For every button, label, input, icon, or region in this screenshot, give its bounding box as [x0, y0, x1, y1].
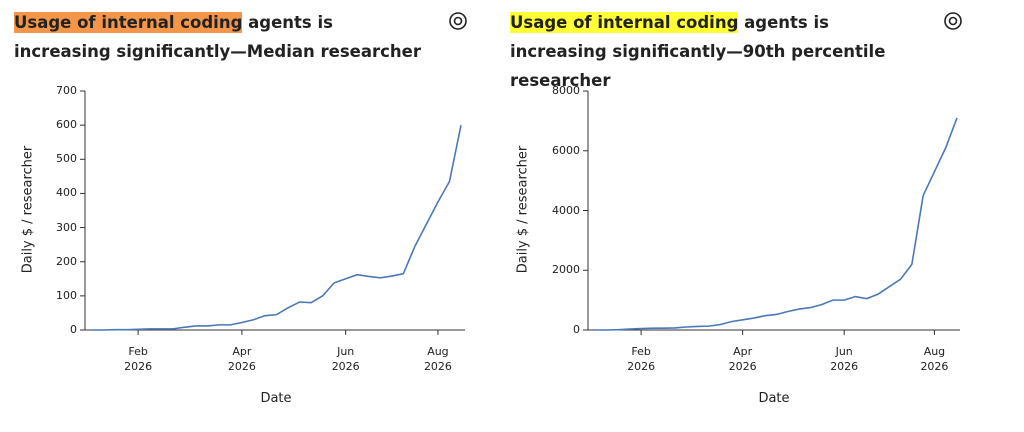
- x-tick-label: Aug 2026: [423, 345, 452, 373]
- y-tick-label: 600: [56, 118, 77, 132]
- y-tick-label: 500: [56, 152, 77, 166]
- data-line: [596, 117, 958, 331]
- y-tick-label: 6000: [552, 143, 580, 157]
- x-axis-label: Date: [260, 391, 292, 406]
- y-tick-label: 100: [56, 288, 77, 302]
- x-tick-label: Apr 2026: [728, 345, 757, 373]
- title-highlight: Usage of internal coding: [510, 12, 739, 33]
- title-highlight: Usage of internal coding: [14, 12, 243, 33]
- y-tick-label: 4000: [552, 203, 580, 217]
- logo: [449, 12, 467, 30]
- x-tick-label: Aug 2026: [920, 345, 949, 373]
- title-text: agents is increasing significantly—Media…: [14, 13, 421, 61]
- y-tick-label: 0: [70, 323, 77, 336]
- x-tick-label: Apr 2026: [227, 345, 256, 373]
- x-tick-label: Feb 2026: [627, 345, 656, 373]
- y-tick-label: 8000: [552, 84, 580, 97]
- title-text: agents is increasing significantly—90th …: [510, 13, 886, 90]
- chart-title: Usage of internal coding agents is incre…: [14, 8, 434, 66]
- x-axis-label: Date: [758, 391, 790, 406]
- y-tick-label: 0: [573, 323, 580, 336]
- y-axis-label: Daily $ / researcher: [515, 145, 531, 274]
- y-tick-label: 700: [56, 84, 77, 97]
- y-tick-label: 400: [56, 186, 77, 200]
- y-tick-label: 2000: [552, 263, 580, 277]
- chart-title: Usage of internal coding agents is incre…: [510, 8, 930, 95]
- x-tick-label: Jun 2026: [331, 345, 360, 373]
- x-tick-label: Jun 2026: [830, 345, 859, 373]
- x-tick-label: Feb 2026: [124, 345, 153, 373]
- data-line: [92, 124, 462, 331]
- y-axis-label: Daily $ / researcher: [20, 145, 36, 274]
- y-tick-label: 200: [56, 254, 77, 268]
- logo: [944, 12, 962, 30]
- y-tick-label: 300: [56, 220, 77, 234]
